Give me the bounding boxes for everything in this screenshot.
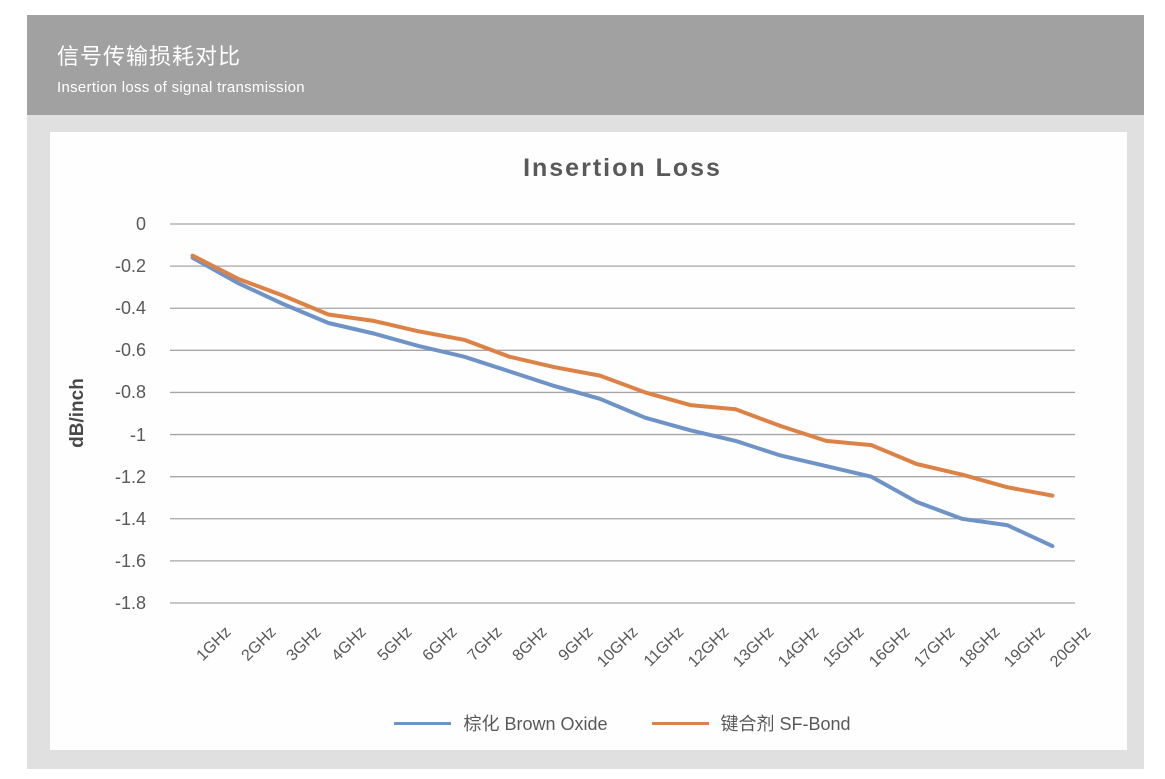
- x-tick-label: 13GHz: [730, 623, 778, 671]
- x-tick-label: 8GHz: [510, 623, 552, 665]
- chart-legend: 棕化 Brown Oxide 键合剂 SF-Bond: [170, 710, 1075, 736]
- y-tick-label: -1.8: [114, 593, 146, 613]
- x-tick-label: 10GHz: [594, 623, 642, 671]
- page-title: 信号传输损耗对比: [57, 44, 242, 69]
- legend-label: 键合剂 SF-Bond: [720, 714, 851, 734]
- y-tick-label: -0.6: [114, 340, 146, 361]
- x-tick-label: 6GHz: [419, 623, 461, 665]
- legend-item-brown-oxide: 棕化 Brown Oxide: [394, 710, 608, 736]
- y-tick-label: -0.8: [114, 382, 146, 403]
- legend-line-swatch-blue: [394, 721, 452, 725]
- y-tick-label: -0.4: [114, 298, 146, 319]
- legend-item-sf-bond: 键合剂 SF-Bond: [651, 710, 851, 736]
- x-tick-label: 15GHz: [820, 623, 868, 671]
- header-banner: 信号传输损耗对比 Insertion loss of signal transm…: [27, 15, 1144, 115]
- x-tick-label: 17GHz: [911, 623, 959, 671]
- y-tick-label: -1.4: [114, 508, 146, 529]
- x-tick-label: 20GHz: [1046, 623, 1095, 671]
- x-tick-label: 11GHz: [640, 623, 687, 671]
- chart-title: Insertion Loss: [523, 154, 722, 182]
- x-tick-label: 7GHz: [464, 623, 506, 665]
- x-tick-label: 3GHz: [283, 623, 325, 665]
- x-tick-label: 19GHz: [1001, 623, 1049, 671]
- x-tick-label: 12GHz: [684, 623, 733, 671]
- x-tick-label: 9GHz: [555, 623, 597, 665]
- x-tick-label: 4GHz: [329, 623, 371, 665]
- x-tick-label: 14GHz: [775, 623, 823, 671]
- y-tick-label: 0: [135, 214, 146, 234]
- chart-panel: Insertion Loss dB/inch 0 -0.2 -0.4 -0.6 -0.8…: [27, 115, 1144, 769]
- y-tick-label: -1.2: [114, 466, 146, 487]
- x-tick-label: 1GHz: [193, 623, 235, 665]
- y-tick-label: -0.2: [114, 256, 146, 277]
- chart-card: Insertion Loss dB/inch 0 -0.2 -0.4 -0.6 -0.8…: [50, 132, 1127, 750]
- x-tick-label: 18GHz: [956, 623, 1004, 671]
- legend-line-swatch-orange: [651, 721, 709, 725]
- line-chart-plot: [170, 223, 1075, 604]
- x-tick-label: 16GHz: [865, 623, 914, 671]
- page-subtitle: Insertion loss of signal transmission: [57, 79, 305, 96]
- x-tick-label: 2GHz: [238, 623, 280, 665]
- x-tick-label: 5GHz: [374, 623, 416, 665]
- y-tick-label: -1.6: [114, 550, 146, 571]
- y-tick-label: -1: [129, 424, 146, 445]
- series-line-0: [190, 255, 1055, 549]
- legend-label: 棕化 Brown Oxide: [463, 714, 608, 734]
- series-line-1: [190, 253, 1055, 498]
